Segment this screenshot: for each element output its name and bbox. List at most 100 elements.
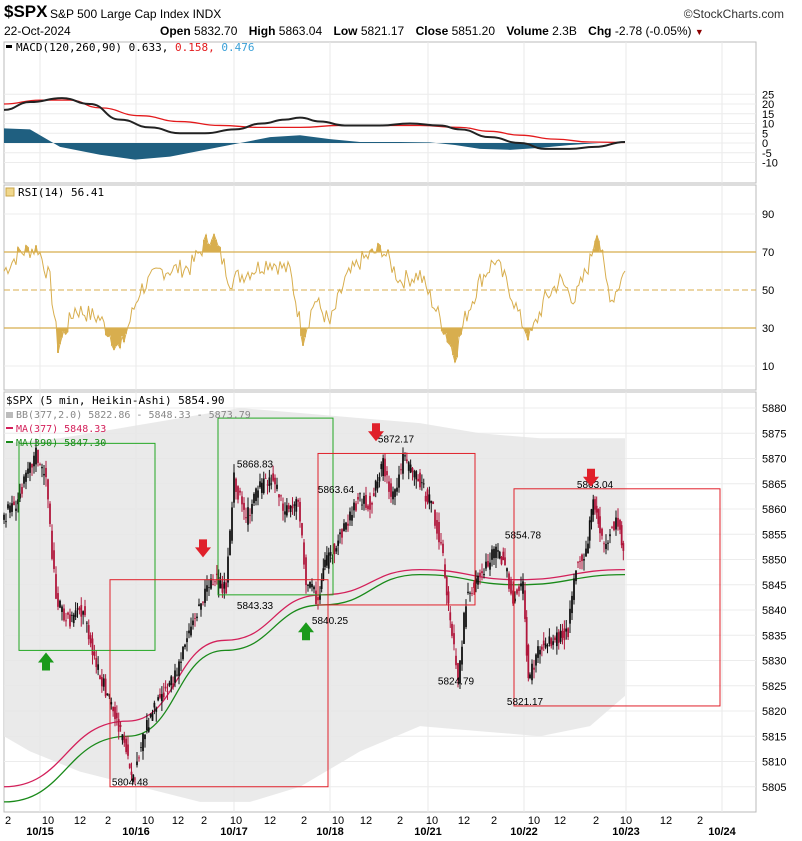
candle-body (510, 580, 512, 594)
x-hour-tick: 2 (397, 815, 403, 827)
candle-body (405, 459, 408, 462)
candle-body (97, 664, 100, 670)
candle-body (57, 593, 59, 607)
x-hour-tick: 10 (426, 815, 438, 827)
candle-body (516, 589, 518, 594)
candle-body (378, 477, 381, 482)
candle-body (457, 663, 459, 681)
x-date-tick: 10/16 (122, 826, 150, 838)
candle-body (341, 529, 343, 538)
price-axis: 5880 5875 5870 5865 5860 5855 5850 5845 5840 5835… (762, 403, 786, 794)
price-annotation: 5843.33 (237, 601, 274, 612)
candle-body (76, 608, 79, 610)
candle-body (239, 490, 241, 493)
macd-tick: 25 (762, 89, 774, 101)
x-hour-tick: 12 (264, 815, 276, 827)
candle-body (63, 608, 65, 621)
candle-body (601, 528, 603, 536)
candle-body (53, 550, 55, 569)
candle-body (27, 468, 29, 474)
candle-body (527, 645, 530, 679)
candle-body (15, 508, 17, 511)
x-hour-tick: 12 (74, 815, 86, 827)
candle-body (243, 502, 245, 510)
candle-body (100, 677, 103, 687)
candle-body (463, 612, 465, 644)
candle-body (339, 532, 341, 535)
candle-body (145, 720, 148, 731)
rsi-tick: 30 (762, 323, 774, 335)
candle-body (347, 523, 349, 526)
rsi-tick: 70 (762, 247, 774, 259)
candle-body (594, 499, 596, 510)
macd-tick: 5 (762, 128, 768, 140)
x-hour-tick: 2 (201, 815, 207, 827)
price-tick: 5880 (762, 403, 786, 415)
candle-body (613, 521, 615, 531)
candle-body (69, 614, 71, 627)
candle-body (396, 487, 398, 492)
low-value: 5821.17 (360, 24, 405, 38)
candle-body (125, 738, 128, 753)
candle-body (104, 678, 107, 697)
candle-body (59, 600, 61, 608)
volume-label: Volume (506, 24, 549, 38)
candle-body (497, 550, 499, 552)
brand-logo[interactable]: ©StockCharts.com (683, 7, 784, 21)
candle-body (74, 610, 77, 618)
candle-body (272, 473, 275, 481)
candle-body (208, 587, 210, 589)
candle-body (351, 515, 353, 521)
candle-body (335, 548, 338, 552)
candle-body (500, 556, 503, 565)
candle-body (309, 581, 311, 588)
x-hour-tick: 2 (593, 815, 599, 827)
candle-body (609, 534, 611, 537)
candle-body (539, 649, 541, 655)
candle-body (37, 450, 39, 463)
macd-tick: -5 (762, 148, 772, 160)
candle-body (84, 606, 86, 616)
candle-body (548, 636, 551, 644)
candle-body (5, 521, 7, 523)
macd-label-text: MACD(120,260,90) (16, 41, 122, 54)
close-label: Close (415, 24, 449, 38)
pattern-box (317, 452, 476, 606)
candle-body (345, 522, 347, 530)
candle-body (128, 763, 131, 769)
price-annotations: 5868.83 5872.17 5863.64 5843.33 5840.25 5854.… (38, 423, 614, 789)
price-tick: 5845 (762, 580, 786, 592)
candle-body (388, 481, 390, 492)
candle-body (313, 586, 315, 590)
macd-tick: 10 (762, 119, 774, 131)
candle-body (106, 693, 109, 696)
macd-tick: -10 (762, 158, 778, 170)
price-annotation: 5868.83 (237, 460, 274, 471)
chart-header: $SPX S&P 500 Large Cap Index INDX ©Stock… (0, 0, 802, 42)
candle-body (235, 478, 237, 492)
price-annotation: 5821.17 (507, 697, 544, 708)
candle-body (444, 564, 446, 578)
pattern-box (513, 488, 721, 707)
candle-body (301, 523, 303, 536)
bb-label: BB(377,2.0) 5822.86 - 5848.33 - 5873.79 (16, 410, 251, 421)
candle-body (233, 472, 235, 503)
candle-body (80, 605, 83, 617)
candle-body (483, 573, 485, 576)
candle-body (184, 644, 186, 647)
candle-body (89, 635, 92, 644)
candle-body (245, 517, 247, 519)
x-hour-tick: 12 (660, 815, 672, 827)
symbol: $SPX (4, 2, 48, 21)
candle-body (569, 608, 571, 624)
candle-body (247, 507, 249, 525)
candle-body (262, 478, 265, 494)
candle-body (315, 590, 317, 604)
candle-body (280, 495, 282, 497)
candle-body (206, 585, 208, 592)
pattern-box (217, 417, 334, 596)
x-hour-tick: 2 (301, 815, 307, 827)
candle-body (274, 477, 276, 485)
candle-body (153, 702, 156, 708)
candle-body (453, 633, 455, 645)
